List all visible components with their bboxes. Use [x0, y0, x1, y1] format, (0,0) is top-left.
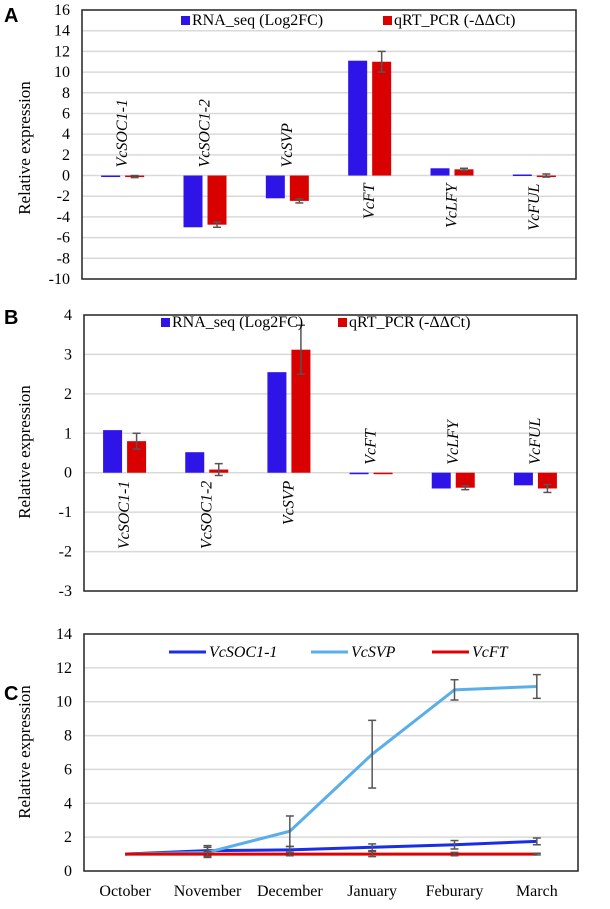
y-axis-title-c: Relative expression: [15, 685, 34, 819]
y-tick-label: 10: [54, 64, 70, 81]
legend-swatch: [181, 16, 190, 25]
x-tick-label: December: [257, 883, 323, 900]
y-tick-label: 0: [62, 168, 70, 185]
y-tick-label: 3: [64, 346, 72, 363]
bar-rna-seq: [267, 372, 287, 473]
chart-panel-b: 4 3 2 1 0 -1 -2 -3 VcSOC1-1 VcSOC1-2 VcSVP VcFT VcLF…: [59, 307, 578, 600]
series-line-vcsvp: [125, 684, 537, 856]
y-tick-label: 14: [56, 626, 72, 643]
legend-swatch: [338, 318, 347, 327]
bar-rna-seq: [513, 472, 533, 486]
y-tick-label: -2: [57, 188, 70, 205]
y-tick-label: 2: [64, 829, 72, 846]
bar-rna-seq: [185, 452, 205, 473]
chart-panel-a: 16 14 12 10 8 6 4 2 0 -2 -4 -6 -8 -10 VcSOC1-1 VcSOC1-2…: [49, 2, 577, 288]
bar-qrt-pcr: [127, 441, 147, 473]
legend-label: RNA_seq (Log2FC): [192, 12, 323, 29]
panel-label-b: B: [4, 307, 18, 329]
y-tick-label: 14: [54, 23, 70, 40]
y-tick-label: 0: [64, 863, 72, 880]
category-label: VcFT: [361, 182, 378, 219]
category-label: VcFUL: [526, 183, 543, 230]
bar-rna-seq: [348, 60, 368, 176]
y-tick-label: 1: [64, 425, 72, 442]
y-tick-label: -6: [57, 230, 70, 247]
legend-swatch: [161, 318, 170, 327]
x-tick-label: November: [174, 883, 242, 900]
y-axis-title-b: Relative expression: [15, 385, 34, 519]
y-tick-label: -2: [59, 544, 72, 561]
category-label: VcSOC1-2: [198, 481, 215, 549]
category-label: VcLFY: [444, 181, 461, 228]
legend-label: VcFT: [472, 644, 509, 661]
y-axis-title-a: Relative expression: [15, 81, 34, 215]
y-tick-label: 6: [62, 105, 70, 122]
plot-frame: [81, 9, 577, 280]
bar-qrt-pcr: [289, 175, 309, 201]
y-tick-label: 12: [54, 43, 70, 60]
y-tick-label: 16: [54, 2, 70, 19]
y-tick-label: 2: [62, 147, 70, 164]
bar-qrt-pcr: [455, 472, 475, 488]
legend-label: VcSVP: [351, 644, 396, 661]
chart-panel-c: 14 12 10 8 6 4 2 0 VcSOC1-1 VcSVP VcFT October Novem…: [56, 626, 579, 900]
plot-frame: [83, 633, 579, 872]
y-tick-label: -8: [57, 250, 70, 267]
legend-label: qRT_PCR (-ΔΔCt): [349, 314, 470, 331]
panel-label-a: A: [4, 5, 18, 27]
x-tick-label: March: [516, 883, 558, 900]
legend-label: VcSOC1-1: [209, 644, 277, 661]
panel-label-c: C: [4, 683, 18, 705]
legend-swatch: [383, 16, 392, 25]
category-label: VcSOC1-2: [197, 99, 214, 167]
bar-rna-seq: [431, 472, 451, 489]
y-tick-label: 0: [64, 465, 72, 482]
bar-rna-seq: [103, 430, 123, 473]
x-tick-label: January: [347, 883, 397, 900]
plot-frame: [83, 314, 578, 592]
bar-rna-seq: [183, 175, 203, 228]
bar-rna-seq: [349, 472, 369, 475]
category-label: VcSOC1-1: [114, 99, 131, 167]
y-tick-label: 8: [64, 728, 72, 745]
bar-qrt-pcr: [372, 61, 392, 176]
bar-rna-seq: [512, 174, 532, 177]
y-tick-label: 2: [64, 386, 72, 403]
y-tick-label: 6: [64, 761, 72, 778]
category-label: VcLFY: [445, 418, 462, 465]
y-tick-label: 12: [56, 660, 72, 677]
y-tick-label: -10: [49, 271, 70, 288]
bar-rna-seq: [430, 168, 450, 176]
y-tick-label: -3: [59, 583, 72, 600]
bar-qrt-pcr: [454, 169, 474, 176]
y-tick-label: 4: [64, 307, 72, 324]
y-tick-label: 10: [56, 694, 72, 711]
bar-qrt-pcr: [537, 472, 557, 489]
category-label: VcFUL: [527, 418, 544, 465]
bar-rna-seq: [101, 175, 121, 178]
bar-qrt-pcr: [373, 472, 393, 475]
category-label: VcSVP: [280, 480, 297, 525]
legend-label: RNA_seq (Log2FC): [172, 314, 303, 331]
bar-qrt-pcr: [207, 175, 227, 225]
bar-qrt-pcr: [291, 349, 311, 473]
legend-label: qRT_PCR (-ΔΔCt): [394, 12, 515, 29]
y-tick-label: -1: [59, 504, 72, 521]
y-tick-label: 4: [62, 126, 70, 143]
category-label: VcSOC1-1: [116, 481, 133, 549]
category-label: VcFT: [363, 428, 380, 465]
x-tick-label: Feburary: [426, 883, 484, 900]
y-tick-label: 4: [64, 795, 72, 812]
x-tick-label: October: [99, 883, 151, 900]
y-tick-label: 8: [62, 85, 70, 102]
category-label: VcSVP: [279, 123, 296, 168]
bar-rna-seq: [265, 175, 285, 199]
y-tick-label: -4: [57, 209, 70, 226]
